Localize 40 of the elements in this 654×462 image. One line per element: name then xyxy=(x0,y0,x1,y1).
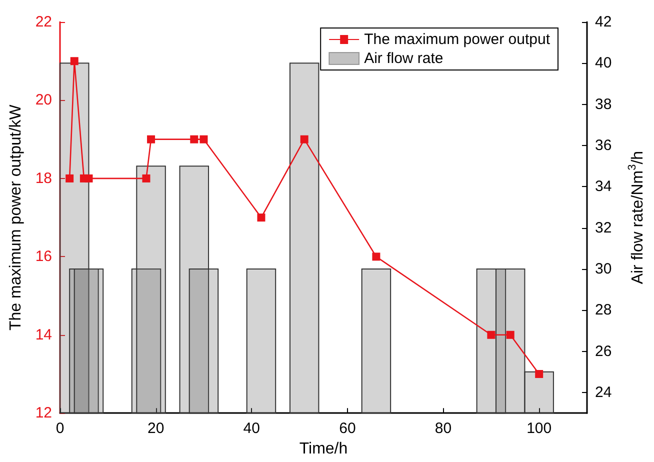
legend-label: Air flow rate xyxy=(364,50,444,67)
legend-label: The maximum power output xyxy=(364,31,551,48)
point xyxy=(70,57,78,66)
point xyxy=(190,135,198,144)
y2-tick-label: 38 xyxy=(595,96,612,113)
y2-tick-label: 26 xyxy=(595,342,612,360)
point xyxy=(84,174,93,182)
point xyxy=(142,174,150,182)
y-tick-label: 12 xyxy=(35,404,52,422)
point xyxy=(300,135,308,144)
point xyxy=(372,252,380,261)
y-tick-label: 18 xyxy=(35,170,52,187)
point xyxy=(487,330,496,339)
y-tick-label: 14 xyxy=(35,326,52,344)
y2-tick-label: 42 xyxy=(595,14,612,30)
x-axis-title: Time/h xyxy=(299,440,348,458)
point xyxy=(147,135,156,144)
y2-axis-title: Air flow rate/Nm3/h xyxy=(626,150,646,284)
point xyxy=(506,330,514,339)
y2-tick-label: 36 xyxy=(595,137,612,154)
y-tick-label: 16 xyxy=(35,248,52,266)
y2-tick-label: 24 xyxy=(595,384,612,402)
y-tick-label: 22 xyxy=(35,14,52,30)
x-tick-label: 100 xyxy=(526,420,552,438)
x-tick-label: 0 xyxy=(56,420,64,438)
y2-tick-label: 34 xyxy=(595,178,612,196)
x-tick-label: 20 xyxy=(147,420,164,438)
x-tick-label: 80 xyxy=(434,420,452,438)
y-axis-title: The maximum power output/kW xyxy=(8,104,24,330)
x-tick-label: 60 xyxy=(339,420,356,438)
y-tick-label: 20 xyxy=(35,92,52,109)
y2-tick-label: 28 xyxy=(595,302,612,319)
point xyxy=(535,370,544,378)
y2-tick-label: 30 xyxy=(595,260,612,278)
y2-tick-label: 32 xyxy=(595,219,612,236)
y2-tick-label: 40 xyxy=(595,54,612,72)
point xyxy=(257,214,266,222)
point xyxy=(200,135,208,144)
point xyxy=(66,174,74,182)
x-tick-label: 40 xyxy=(243,420,260,438)
